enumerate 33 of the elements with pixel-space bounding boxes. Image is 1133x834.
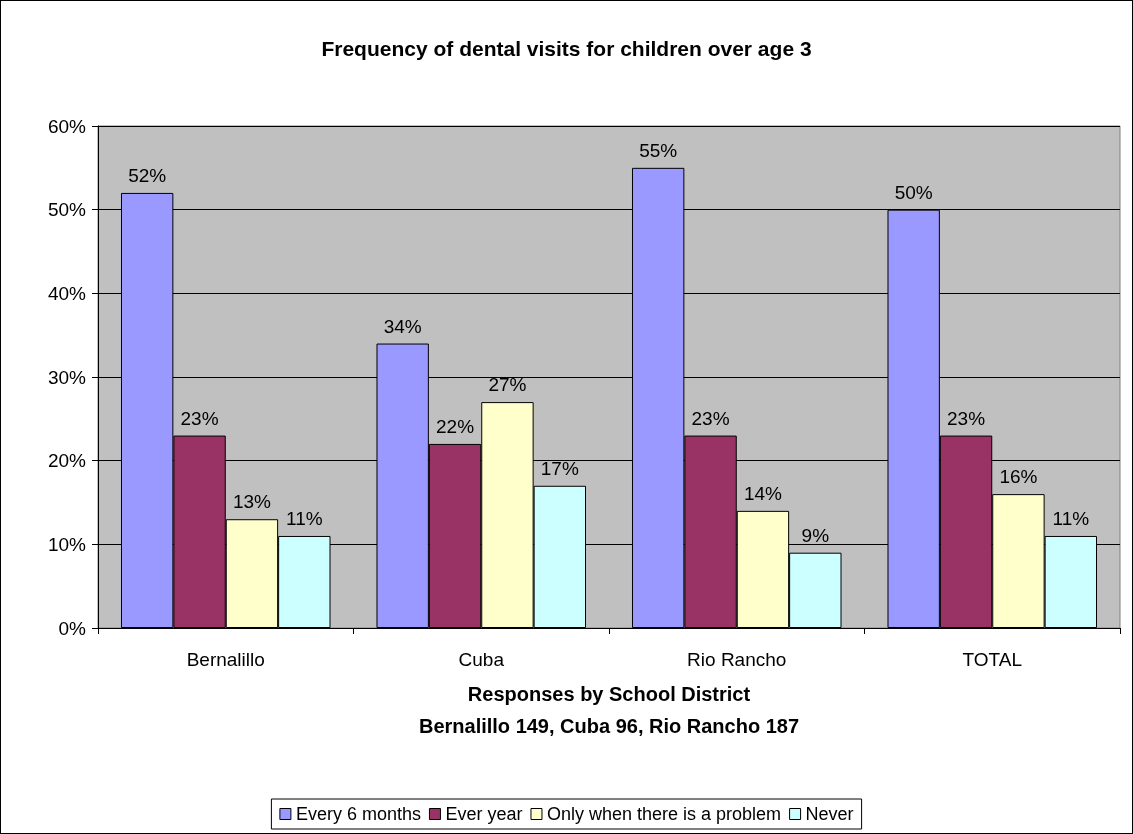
y-tick-label: 40% — [47, 282, 87, 304]
x-tick-label: Cuba — [458, 649, 505, 670]
x-tick-label: Rio Rancho — [687, 649, 787, 670]
chart-title: Frequency of dental visits for children over age 3 — [321, 37, 812, 60]
data-label: 9% — [801, 524, 830, 546]
x-tick-label: TOTAL — [962, 649, 1022, 670]
y-tick-label: 30% — [47, 366, 87, 388]
x-axis-title: Responses by School District Bernalillo 149, Cuba 96, Rio Rancho 187 — [418, 683, 800, 737]
y-tick-label: 60% — [47, 115, 87, 137]
data-label: 55% — [639, 139, 678, 161]
data-label: 52% — [128, 164, 167, 186]
legend-label: Only when there is a problem — [546, 804, 782, 824]
data-label: 11% — [1052, 507, 1090, 529]
data-label: 17% — [540, 457, 579, 479]
data-label: 50% — [894, 181, 933, 203]
data-label: 34% — [383, 315, 422, 337]
x-tick-label: Bernalillo — [186, 649, 265, 670]
data-label: 23% — [691, 407, 730, 429]
data-label: 23% — [947, 407, 986, 429]
legend-label: Every 6 months — [295, 804, 421, 824]
y-tick-label: 20% — [47, 450, 87, 472]
y-tick-label: 50% — [47, 199, 87, 221]
data-label: 14% — [743, 482, 783, 504]
data-label: 13% — [232, 491, 272, 513]
data-label: 23% — [180, 407, 219, 429]
y-tick-label: 0% — [58, 617, 87, 639]
data-label: 22% — [436, 415, 475, 437]
legend-label: Never — [805, 804, 854, 824]
legend-label: Ever year — [445, 804, 523, 824]
data-label: 16% — [999, 466, 1038, 488]
y-tick-label: 10% — [47, 533, 87, 555]
data-label: 27% — [488, 374, 527, 396]
data-label: 11% — [286, 507, 323, 529]
